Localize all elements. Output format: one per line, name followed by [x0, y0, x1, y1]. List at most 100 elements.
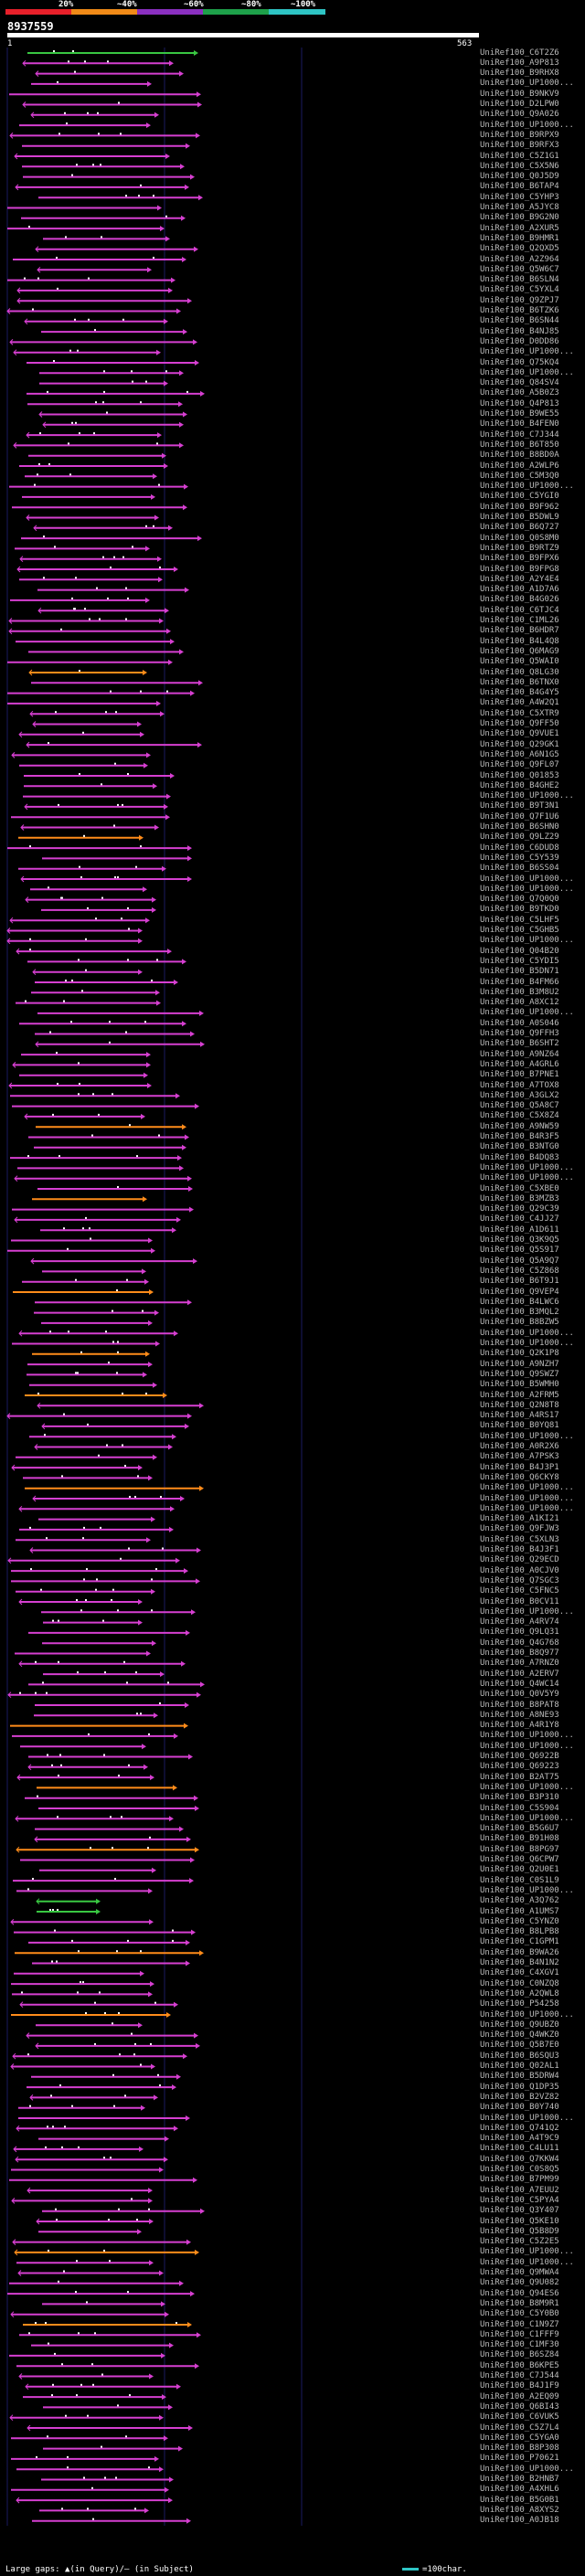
hit-label-link[interactable]: UniRef100_Q3Y407: [480, 2206, 559, 2216]
hit-row[interactable]: [25, 896, 156, 903]
hit-row[interactable]: [13, 257, 186, 262]
hit-label-link[interactable]: UniRef100_A4GRL6: [480, 1059, 559, 1069]
hit-label-link[interactable]: UniRef100_UP1000...: [480, 120, 574, 130]
hit-label-link[interactable]: UniRef100_UP1000...: [480, 2257, 574, 2267]
hit-row[interactable]: [19, 463, 168, 469]
hit-label-link[interactable]: UniRef100_B6SQU3: [480, 2051, 559, 2061]
hit-row[interactable]: [35, 246, 198, 253]
hit-row[interactable]: [14, 1175, 192, 1182]
hit-row[interactable]: [8, 1082, 152, 1089]
hit-row[interactable]: [17, 1165, 184, 1171]
hit-label-link[interactable]: UniRef100_A0CJV0: [480, 1565, 559, 1575]
hit-label-link[interactable]: UniRef100_B9RHX8: [480, 69, 559, 79]
hit-label-link[interactable]: UniRef100_A2Y4E4: [480, 574, 559, 584]
hit-row[interactable]: [24, 773, 175, 779]
hit-label-link[interactable]: UniRef100_Q4P813: [480, 398, 559, 408]
hit-row[interactable]: [35, 1031, 195, 1037]
hit-label-link[interactable]: UniRef100_B5G6U7: [480, 1824, 559, 1834]
hit-row[interactable]: [25, 1795, 198, 1801]
hit-row[interactable]: [8, 628, 171, 635]
hit-row[interactable]: [38, 2136, 169, 2142]
hit-label-link[interactable]: UniRef100_Q5KE10: [480, 2216, 559, 2226]
hit-row[interactable]: [19, 1072, 148, 1078]
hit-label-link[interactable]: UniRef100_Q9MWA4: [480, 2268, 559, 2277]
hit-row[interactable]: [11, 1237, 153, 1244]
hit-label-link[interactable]: UniRef100_Q94ES6: [480, 2288, 559, 2298]
hit-row[interactable]: [31, 2073, 181, 2080]
hit-label-link[interactable]: UniRef100_C5XLN3: [480, 1534, 559, 1544]
hit-label-link[interactable]: UniRef100_B4R3F5: [480, 1132, 559, 1141]
hit-row[interactable]: [41, 1609, 196, 1616]
hit-row[interactable]: [29, 1382, 157, 1388]
hit-label-link[interactable]: UniRef100_A6N1G5: [480, 749, 559, 759]
hit-label-link[interactable]: UniRef100_B4LWC6: [480, 1297, 559, 1307]
hit-label-link[interactable]: UniRef100_A7TOX8: [480, 1080, 559, 1090]
hit-row[interactable]: [16, 2260, 154, 2266]
hit-row[interactable]: [9, 339, 197, 345]
hit-label-link[interactable]: UniRef100_C6VUK5: [480, 2412, 559, 2422]
hit-label-link[interactable]: UniRef100_C5YXL4: [480, 285, 559, 295]
hit-label-link[interactable]: UniRef100_C0S1L9: [480, 1875, 559, 1885]
hit-label-link[interactable]: UniRef100_B91H08: [480, 1834, 559, 1844]
hit-row[interactable]: [13, 2146, 144, 2153]
hit-row[interactable]: [9, 2177, 197, 2183]
hit-label-link[interactable]: UniRef100_Q741Q2: [480, 2123, 559, 2133]
hit-label-link[interactable]: UniRef100_C5X8Z4: [480, 1111, 559, 1121]
hit-label-link[interactable]: UniRef100_B0Y740: [480, 2103, 559, 2113]
hit-label-link[interactable]: UniRef100_C5Z2E5: [480, 2237, 559, 2247]
hit-row[interactable]: [16, 2466, 164, 2473]
hit-label-link[interactable]: UniRef100_B2HNB7: [480, 2475, 559, 2484]
hit-label-link[interactable]: UniRef100_C7J544: [480, 2371, 559, 2380]
hit-row[interactable]: [27, 1362, 153, 1368]
hit-row[interactable]: [20, 824, 159, 831]
hit-label-link[interactable]: UniRef100_B4DQ83: [480, 1152, 559, 1162]
hit-row[interactable]: [24, 783, 157, 790]
hit-label-link[interactable]: UniRef100_A9NW59: [480, 1121, 559, 1131]
hit-label-link[interactable]: UniRef100_UP1000...: [480, 1339, 574, 1348]
hit-row[interactable]: [30, 111, 159, 119]
hit-row[interactable]: [16, 1454, 157, 1460]
hit-row[interactable]: [20, 875, 192, 883]
hit-row[interactable]: [10, 2063, 155, 2070]
hit-row[interactable]: [9, 2352, 165, 2359]
hit-label-link[interactable]: UniRef100_C4XGV1: [480, 1968, 559, 1978]
hit-row[interactable]: [10, 1918, 154, 1925]
hit-row[interactable]: [15, 1650, 151, 1657]
hit-label-link[interactable]: UniRef100_B9FPX6: [480, 554, 559, 564]
hit-label-link[interactable]: UniRef100_Q5B7E0: [480, 2041, 559, 2051]
hit-row[interactable]: [30, 886, 147, 893]
hit-row[interactable]: [37, 266, 152, 273]
hit-label-link[interactable]: UniRef100_D0DD86: [480, 336, 559, 346]
hit-label-link[interactable]: UniRef100_UP1000...: [480, 2464, 574, 2474]
hit-label-link[interactable]: UniRef100_Q9VUE1: [480, 729, 559, 739]
hit-label-link[interactable]: UniRef100_Q02AL1: [480, 2062, 559, 2071]
hit-label-link[interactable]: UniRef100_B6SN44: [480, 316, 559, 326]
hit-row[interactable]: [27, 50, 198, 56]
hit-label-link[interactable]: UniRef100_UP1000...: [480, 936, 574, 946]
hit-row[interactable]: [18, 865, 166, 872]
hit-label-link[interactable]: UniRef100_UP1000...: [480, 2113, 574, 2123]
hit-label-link[interactable]: UniRef100_Q9FF50: [480, 719, 559, 728]
hit-row[interactable]: [25, 1393, 167, 1398]
hit-label-link[interactable]: UniRef100_C6TJC4: [480, 605, 559, 615]
hit-label-link[interactable]: UniRef100_UP1000...: [480, 1162, 574, 1172]
hit-row[interactable]: [7, 690, 195, 696]
hit-row[interactable]: [16, 1000, 161, 1006]
hit-label-link[interactable]: UniRef100_Q29C39: [480, 1204, 559, 1214]
hit-row[interactable]: [43, 1619, 143, 1626]
hit-label-link[interactable]: UniRef100_B8PG97: [480, 1844, 559, 1854]
hit-row[interactable]: [7, 700, 161, 706]
hit-label-link[interactable]: UniRef100_Q5S917: [480, 1246, 559, 1256]
hit-label-link[interactable]: UniRef100_UP1000...: [480, 1008, 574, 1018]
hit-row[interactable]: [10, 1093, 180, 1099]
hit-row[interactable]: [6, 1413, 192, 1419]
hit-row[interactable]: [28, 1134, 189, 1140]
hit-row[interactable]: [10, 1155, 182, 1161]
hit-row[interactable]: [14, 2249, 199, 2256]
hit-label-link[interactable]: UniRef100_B4FEN0: [480, 419, 559, 429]
hit-label-link[interactable]: UniRef100_Q6CPW7: [480, 1855, 559, 1864]
hit-row[interactable]: [32, 1960, 190, 1966]
hit-label-link[interactable]: UniRef100_Q75KQ4: [480, 357, 559, 367]
hit-row[interactable]: [23, 2322, 192, 2327]
hit-label-link[interactable]: UniRef100_Q6BI43: [480, 2401, 559, 2412]
